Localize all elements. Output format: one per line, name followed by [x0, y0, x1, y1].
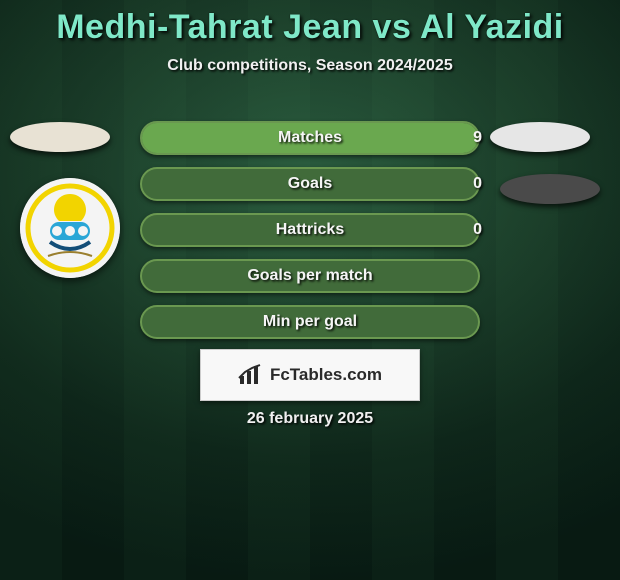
stat-label: Goals per match — [142, 261, 478, 291]
player-marker — [490, 122, 590, 152]
chart-icon — [238, 364, 264, 386]
stat-value-right: 0 — [452, 167, 482, 201]
player-marker — [10, 122, 110, 152]
stat-bar: Min per goal — [140, 305, 480, 339]
stat-label: Min per goal — [142, 307, 478, 337]
club-badge — [20, 178, 120, 278]
stat-bar: Hattricks — [140, 213, 480, 247]
stat-bar-fill-right — [140, 123, 478, 153]
page-title: Medhi-Tahrat Jean vs Al Yazidi — [0, 0, 620, 47]
watermark: FcTables.com — [200, 349, 420, 401]
stat-bar: Goals — [140, 167, 480, 201]
date-label: 26 february 2025 — [0, 410, 620, 428]
stat-value-right: 0 — [452, 213, 482, 247]
stat-value-right: 9 — [452, 121, 482, 155]
watermark-text: FcTables.com — [270, 365, 382, 385]
player-marker — [500, 174, 600, 204]
stat-label: Hattricks — [142, 215, 478, 245]
stat-bar: Matches — [140, 121, 480, 155]
stat-bar: Goals per match — [140, 259, 480, 293]
stat-label: Goals — [142, 169, 478, 199]
page-subtitle: Club competitions, Season 2024/2025 — [0, 57, 620, 75]
